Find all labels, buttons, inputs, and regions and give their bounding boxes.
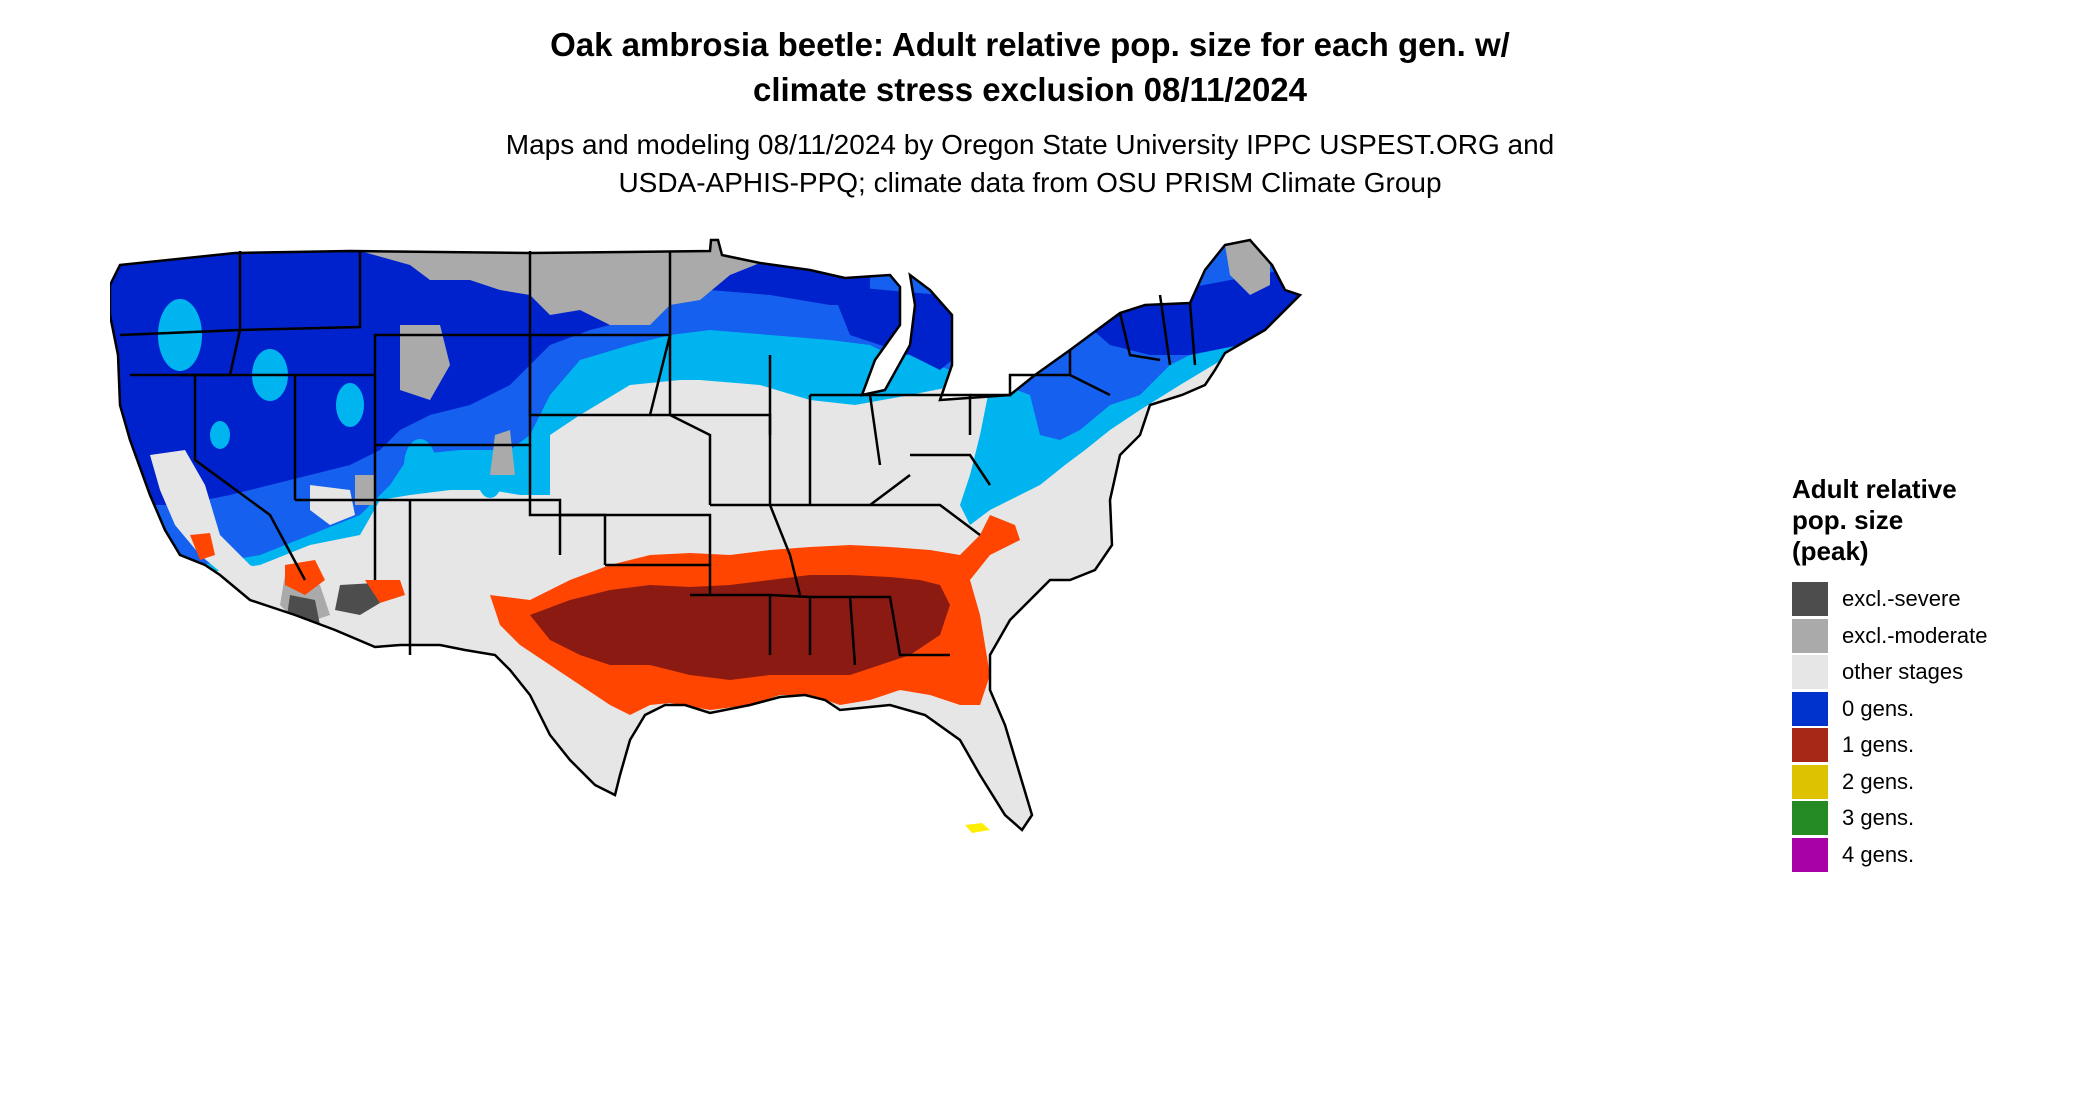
legend-item: 0 gens. [1792,691,2092,728]
map-subtitle-line-1: Maps and modeling 08/11/2024 by Oregon S… [505,129,1555,160]
legend-title-line-3: (peak) [1792,536,1869,566]
legend-item: excl.-moderate [1792,618,2092,655]
legend-swatch [1792,764,1828,799]
zone-zero-gen-dark [110,240,1300,505]
legend-swatch [1792,655,1828,690]
legend-label: 3 gens. [1842,805,1915,831]
legend: Adult relative pop. size (peak) excl.-se… [1792,474,2092,873]
legend-swatch [1792,582,1828,617]
us-map [110,235,1760,1115]
zone-one-gen-dark [530,575,950,680]
legend-swatch [1792,728,1828,763]
legend-label: 4 gens. [1842,841,1915,867]
map-title-line-2: climate stress exclusion 08/11/2024 [752,71,1308,108]
legend-item: 3 gens. [1792,800,2092,837]
legend-swatch [1792,691,1828,726]
legend-label: other stages [1842,659,1964,685]
zone-two-gen-keys [965,823,990,833]
legend-items: excl.-severe excl.-moderate other stages 0 … [1792,581,2092,873]
legend-item: excl.-severe [1792,581,2092,618]
legend-title: Adult relative pop. size (peak) [1792,474,2092,567]
legend-label: 0 gens. [1842,695,1915,721]
west-other-stages [150,450,460,605]
map-title: Oak ambrosia beetle: Adult relative pop.… [270,22,1790,112]
south-other-stages [540,685,1032,830]
legend-item: 1 gens. [1792,727,2092,764]
map-title-line-1: Oak ambrosia beetle: Adult relative pop.… [550,26,1510,63]
legend-item: other stages [1792,654,2092,691]
mottling-west [158,299,502,498]
map-subtitle-line-2: USDA-APHIS-PPQ; climate data from OSU PR… [618,167,1442,198]
legend-label: 2 gens. [1842,768,1915,794]
map-subtitle: Maps and modeling 08/11/2024 by Oregon S… [270,126,1790,202]
legend-label: excl.-severe [1842,586,1961,612]
legend-title-line-2: pop. size [1792,505,1904,535]
legend-swatch [1792,837,1828,872]
legend-item: 2 gens. [1792,764,2092,801]
legend-swatch [1792,801,1828,836]
legend-title-line-1: Adult relative [1792,474,1957,504]
legend-label: 1 gens. [1842,732,1915,758]
state-borders [110,238,1302,832]
legend-swatch [1792,618,1828,653]
legend-label: excl.-moderate [1842,622,1988,648]
legend-item: 4 gens. [1792,837,2092,874]
